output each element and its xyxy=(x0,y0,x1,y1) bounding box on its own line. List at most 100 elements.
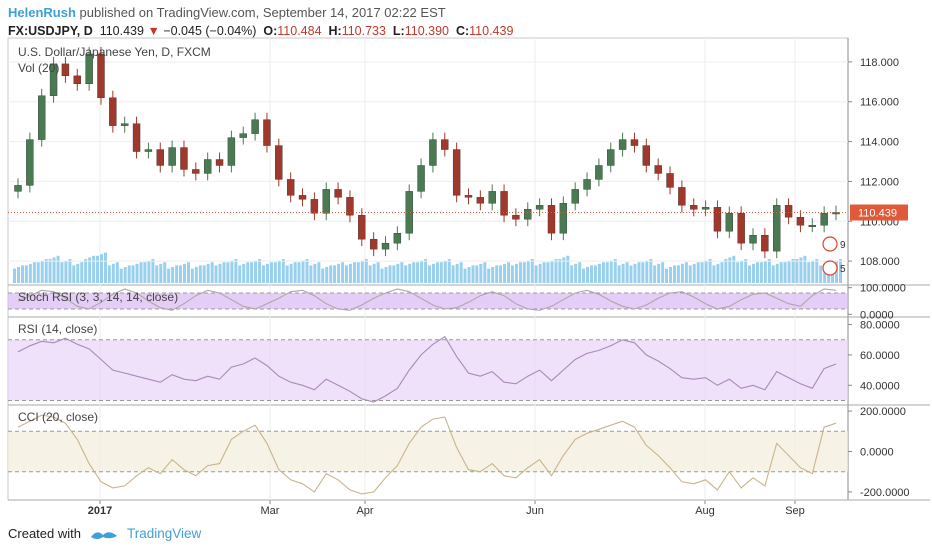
volume-bar xyxy=(333,265,337,283)
volume-bar xyxy=(570,265,574,283)
x-tick-label: Sep xyxy=(785,505,805,517)
candle-body xyxy=(144,149,153,152)
low-value: 110.390 xyxy=(404,24,449,38)
volume-bar xyxy=(783,262,787,283)
volume-bar xyxy=(732,255,736,283)
volume-bar xyxy=(700,262,704,283)
volume-bar xyxy=(321,268,325,283)
author-link[interactable]: HelenRush xyxy=(8,5,76,20)
volume-bar xyxy=(107,265,111,283)
volume-bar xyxy=(135,263,139,283)
candle-body xyxy=(227,137,236,166)
candle-body xyxy=(654,165,662,174)
volume-bar xyxy=(720,262,724,283)
volume-bar xyxy=(24,265,28,283)
volume-bar xyxy=(451,265,455,283)
tradingview-brand[interactable]: TradingView xyxy=(126,526,202,541)
volume-bar xyxy=(222,262,226,283)
candle-body xyxy=(761,235,769,252)
x-tick-label: 2017 xyxy=(88,505,112,517)
volume-bar xyxy=(226,262,230,283)
y-tick-label: 100.0000 xyxy=(860,283,906,295)
indicator-series-line xyxy=(17,335,837,403)
volume-bar xyxy=(178,265,182,283)
candle-body xyxy=(180,147,188,170)
volume-bar xyxy=(775,263,779,283)
event-flag-icon xyxy=(822,260,838,276)
candle-body xyxy=(14,185,22,192)
candle-body xyxy=(97,53,105,98)
high-value: 110.733 xyxy=(341,24,386,38)
candle-body xyxy=(417,165,425,192)
volume-bar xyxy=(84,259,88,283)
candle-body xyxy=(737,213,745,244)
volume-bar xyxy=(341,262,345,283)
volume-bar xyxy=(538,263,542,283)
volume-bar xyxy=(645,260,649,283)
volume-bar xyxy=(550,260,554,283)
volume-bar xyxy=(103,252,107,283)
indicator-series-line xyxy=(17,288,837,311)
low-label: L: xyxy=(392,24,405,38)
candle-body xyxy=(239,133,247,138)
volume-bar xyxy=(408,263,412,283)
volume-bar xyxy=(218,263,222,283)
volume-bar xyxy=(76,263,80,283)
volume-bar xyxy=(131,265,135,283)
volume-bar xyxy=(680,263,684,283)
candle-body xyxy=(215,159,224,166)
y-tick-label: 114.000 xyxy=(860,137,899,149)
candle-body xyxy=(666,173,674,188)
candle-body xyxy=(73,75,81,85)
candle-body xyxy=(784,205,793,218)
volume-bar xyxy=(190,268,194,283)
volume-bar xyxy=(285,265,289,283)
volume-bar xyxy=(416,262,420,283)
volume-bar xyxy=(633,263,637,283)
volume-bar xyxy=(13,268,16,283)
y-tick-label: 40.0000 xyxy=(860,380,900,392)
candle-body xyxy=(132,123,141,152)
volume-bar xyxy=(542,262,546,283)
candle-body xyxy=(26,139,34,186)
volume-bar xyxy=(459,262,463,283)
symbol-label[interactable]: FX:USDJPY, D xyxy=(8,24,93,38)
candle-body xyxy=(500,191,508,216)
y-tick-label: 108.000 xyxy=(860,256,900,268)
volume-bar xyxy=(396,263,400,283)
volume-bar xyxy=(32,262,36,283)
candle-body xyxy=(156,149,164,166)
y-tick-label: 60.0000 xyxy=(860,350,900,362)
volume-bar xyxy=(475,265,479,283)
volume-bar xyxy=(392,265,396,283)
volume-bar xyxy=(352,262,356,283)
candle-body xyxy=(429,139,437,166)
candle-body xyxy=(464,195,473,198)
candle-body xyxy=(275,145,283,180)
volume-bar xyxy=(609,260,613,283)
volume-bar xyxy=(198,265,202,283)
open-label: O: xyxy=(263,24,278,38)
volume-bar xyxy=(194,267,198,283)
candle-body xyxy=(286,179,295,196)
volume-bar xyxy=(159,263,163,283)
footer-branding: Created with TradingView xyxy=(8,526,201,541)
volume-bar xyxy=(756,262,760,283)
volume-bar xyxy=(574,263,578,283)
volume-bar xyxy=(360,260,364,283)
volume-bar xyxy=(779,262,783,283)
volume-bar xyxy=(491,267,495,283)
candle-body xyxy=(678,187,686,206)
volume-bar xyxy=(767,259,771,283)
volume-bar xyxy=(111,263,115,283)
y-tick-label: 118.000 xyxy=(860,57,899,69)
last-price-tag-label: 110.439 xyxy=(858,208,897,220)
volume-bar xyxy=(518,262,522,283)
candle-body xyxy=(488,191,496,204)
y-tick-label: 112.000 xyxy=(860,176,899,188)
x-tick-label: Jun xyxy=(526,505,544,517)
volume-bar xyxy=(325,267,329,283)
volume-bar xyxy=(601,262,605,283)
volume-bar xyxy=(487,268,491,283)
